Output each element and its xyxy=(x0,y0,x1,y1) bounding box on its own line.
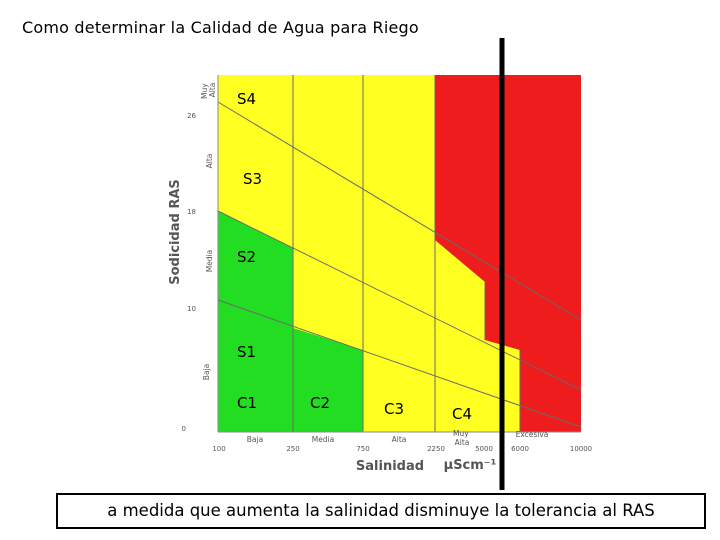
x-axis-unit: μScm⁻¹ xyxy=(444,458,497,473)
y-class-label: Muy Alta xyxy=(200,81,217,99)
salinity-label-c4: C4 xyxy=(452,405,472,423)
gridlines xyxy=(217,75,582,432)
x-class-label: Baja xyxy=(247,435,263,444)
x-tick-label: 6000 xyxy=(511,445,529,453)
y-class-label: Alta xyxy=(205,154,214,169)
salinity-label-c3: C3 xyxy=(384,400,404,418)
x-class-label: Excesiva xyxy=(516,430,549,439)
salinity-label-c2: C2 xyxy=(310,394,330,412)
y-class-label: Media xyxy=(205,250,214,273)
page-title: Como determinar la Calidad de Agua para … xyxy=(22,18,419,37)
x-tick-label: 100 xyxy=(212,445,225,453)
x-tick-label: 2250 xyxy=(427,445,445,453)
x-class-label: Muy Alta xyxy=(453,429,471,447)
x-tick-label: 750 xyxy=(356,445,369,453)
y-axis-label: Sodicidad RAS xyxy=(168,179,183,285)
zone-green-low xyxy=(218,211,293,432)
x-tick-label: 10000 xyxy=(570,445,592,453)
y-tick-label: 18 xyxy=(187,208,196,216)
salinity-label-c1: C1 xyxy=(237,394,257,412)
caption-box: a medida que aumenta la salinidad dismin… xyxy=(56,493,706,529)
sodicity-label-s2: S2 xyxy=(237,248,256,266)
zone-green-c2 xyxy=(293,328,363,432)
x-tick-label: 5000 xyxy=(475,445,493,453)
zone-yellow-c4 xyxy=(435,240,520,432)
x-class-label-alta: Alta xyxy=(455,438,470,447)
x-axis-label: Salinidad xyxy=(356,459,424,474)
y-class-label: Baja xyxy=(202,364,211,380)
x-class-label: Media xyxy=(312,435,335,444)
y-class-label-alta: Alta xyxy=(208,83,217,98)
sodicity-label-s3: S3 xyxy=(243,170,262,188)
y-tick-label: 26 xyxy=(187,112,196,120)
y-class-label-muy: Muy xyxy=(200,83,209,99)
x-class-label: Alta xyxy=(392,435,407,444)
x-tick-label: 250 xyxy=(286,445,299,453)
water-quality-chart: 0 10 18 26 Baja Media Alta Muy Alta Sodi… xyxy=(168,38,592,490)
zone-c3 xyxy=(363,75,435,432)
y-tick-label: 0 xyxy=(182,425,186,433)
sodicity-label-s4: S4 xyxy=(237,90,256,108)
y-tick-label: 10 xyxy=(187,305,196,313)
sodicity-label-s1: S1 xyxy=(237,343,256,361)
x-class-label-muy: Muy xyxy=(453,429,469,438)
